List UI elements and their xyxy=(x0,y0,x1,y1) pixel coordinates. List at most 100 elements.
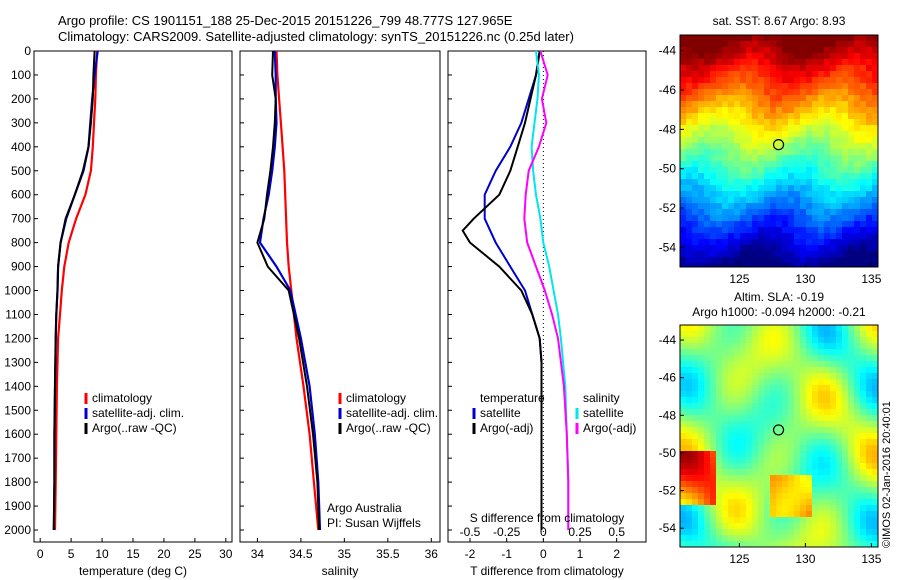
depth-tick-label: 200 xyxy=(11,92,31,106)
x-tick-label: 30 xyxy=(219,547,233,561)
x-tick-label: 15 xyxy=(126,547,140,561)
map-y-tick-label: -44 xyxy=(659,333,677,347)
series-line-climatology xyxy=(53,50,99,531)
title-line-1: Argo profile: CS 1901151_188 25-Dec-2015… xyxy=(58,13,513,28)
panel-frame-1 xyxy=(239,50,441,543)
x-tick-label: 2 xyxy=(613,547,620,561)
x-tick-label: -1 xyxy=(501,547,512,561)
x2-axis-label: S difference from climatology xyxy=(470,511,625,525)
depth-tick-label: 400 xyxy=(11,140,31,154)
x2-tick-label: 0.25 xyxy=(568,525,592,539)
x-tick-label: 20 xyxy=(157,547,171,561)
map-y-tick-label: -52 xyxy=(659,484,677,498)
argo-location-marker xyxy=(772,424,785,436)
map-y-tick-label: -52 xyxy=(659,201,677,215)
x-axis-label: temperature (deg C) xyxy=(79,564,187,578)
series-line-salinity-argo-adj- xyxy=(523,50,570,530)
depth-tick-label: 900 xyxy=(11,260,31,274)
map-y-tick-label: -48 xyxy=(659,408,677,422)
x2-tick-label: -0.25 xyxy=(493,525,521,539)
x-tick-label: 5 xyxy=(68,547,75,561)
map-x-tick-label: 130 xyxy=(795,552,815,566)
map-x-tick-label: 135 xyxy=(861,272,881,286)
x2-tick-label: -0.5 xyxy=(460,525,481,539)
depth-tick-label: 1200 xyxy=(4,331,31,345)
tdiff-legend-label: satellite xyxy=(480,406,521,420)
x-tick-label: 0 xyxy=(37,547,44,561)
sla-map-title: Altim. SLA: -0.19 xyxy=(734,290,824,304)
temp-legend-label: climatology xyxy=(92,391,152,405)
series-line-argo-raw-qc- xyxy=(52,50,96,531)
depth-tick-label: 1700 xyxy=(4,451,31,465)
map-x-tick-label: 125 xyxy=(729,272,749,286)
temp-legend-label: satellite-adj. clim. xyxy=(92,406,184,420)
annotation-line-2: PI: Susan Wijffels xyxy=(327,516,421,530)
map-y-tick-label: -46 xyxy=(659,83,677,97)
depth-tick-label: 1100 xyxy=(5,307,31,321)
map-y-tick-label: -44 xyxy=(659,44,677,58)
map-frame xyxy=(679,324,879,548)
series-line-argo-raw-qc- xyxy=(256,50,321,531)
depth-tick-label: 500 xyxy=(11,164,31,178)
depth-tick-label: 1400 xyxy=(4,379,31,393)
x-tick-label: -2 xyxy=(465,547,476,561)
sst-map-cells xyxy=(680,35,879,268)
map-x-tick-label: 130 xyxy=(795,272,815,286)
sst-map-title: sat. SST: 8.67 Argo: 8.93 xyxy=(713,14,846,28)
depth-tick-label: 800 xyxy=(11,236,31,250)
annotation-line-1: Argo Australia xyxy=(327,501,402,515)
map-y-tick-label: -46 xyxy=(659,371,677,385)
map-y-tick-label: -54 xyxy=(659,521,677,535)
depth-tick-label: 1900 xyxy=(4,499,31,513)
temp-legend-label: Argo(..raw -QC) xyxy=(92,421,177,435)
sdiff-legend-label: satellite xyxy=(583,406,624,420)
x-tick-label: 35.5 xyxy=(376,547,400,561)
x-tick-label: 35 xyxy=(338,547,352,561)
depth-tick-label: 100 xyxy=(11,68,31,82)
map-y-tick-label: -50 xyxy=(659,162,677,176)
legend-title-salinity: salinity xyxy=(583,391,620,405)
series-line-climatology xyxy=(275,50,320,531)
map-x-tick-label: 125 xyxy=(729,552,749,566)
depth-tick-label: 600 xyxy=(11,188,31,202)
depth-tick-label: 2000 xyxy=(4,523,31,537)
x-axis-label: T difference from climatology xyxy=(470,564,624,578)
depth-tick-label: 1600 xyxy=(4,427,31,441)
depth-tick-label: 300 xyxy=(11,116,31,130)
argo-location-marker xyxy=(772,139,785,151)
tdiff-legend-label: Argo(-adj) xyxy=(480,421,533,435)
x-tick-label: 10 xyxy=(95,547,109,561)
title-line-2: Climatology: CARS2009. Satellite-adjuste… xyxy=(58,29,574,44)
x-tick-label: 1 xyxy=(577,547,584,561)
map-y-tick-label: -54 xyxy=(659,240,677,254)
x-axis-label: salinity xyxy=(322,564,359,578)
x2-tick-label: 0.5 xyxy=(608,525,625,539)
map-y-tick-label: -50 xyxy=(659,446,677,460)
map-x-tick-label: 135 xyxy=(861,552,881,566)
legend-title-temperature: temperature xyxy=(480,391,545,405)
x2-tick-label: 0 xyxy=(540,525,547,539)
depth-tick-label: 1300 xyxy=(4,355,31,369)
panel-frame-2 xyxy=(447,50,647,543)
x-tick-label: 36 xyxy=(425,547,439,561)
depth-tick-label: 0 xyxy=(24,44,31,58)
sla-map-cells xyxy=(680,325,879,548)
panel-frame-0 xyxy=(33,50,233,543)
x-tick-label: 34 xyxy=(251,547,265,561)
depth-tick-label: 1000 xyxy=(4,284,31,298)
series-line-salinity-satellite xyxy=(530,50,570,530)
sal-legend-label: satellite-adj. clim. xyxy=(346,406,438,420)
sla-map-subtitle: Argo h1000: -0.094 h2000: -0.21 xyxy=(692,305,866,319)
x-tick-label: 25 xyxy=(188,547,202,561)
sal-legend-label: Argo(..raw -QC) xyxy=(346,421,431,435)
x-tick-label: 34.5 xyxy=(289,547,313,561)
timestamp-stamp: ©IMOS 02-Jan-2016 20:40:01 xyxy=(881,401,893,548)
map-y-tick-label: -48 xyxy=(659,122,677,136)
series-line-temperature-satellite xyxy=(483,50,543,530)
sdiff-legend-label: Argo(-adj) xyxy=(583,421,636,435)
x-tick-label: 0 xyxy=(540,547,547,561)
depth-tick-label: 1500 xyxy=(4,403,31,417)
depth-tick-label: 1800 xyxy=(4,475,31,489)
sal-legend-label: climatology xyxy=(346,391,406,405)
